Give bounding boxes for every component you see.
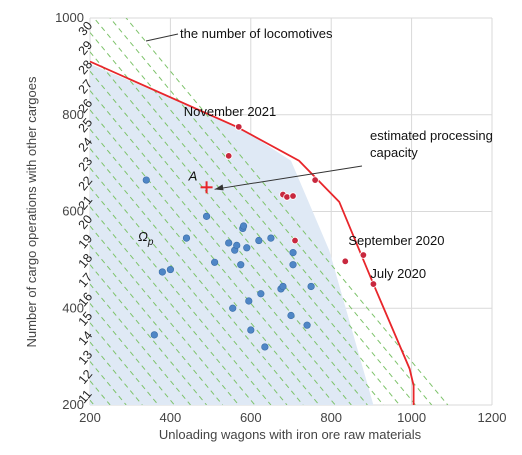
red-point xyxy=(289,192,297,200)
point-a-label: A xyxy=(188,168,198,183)
blue-point xyxy=(166,265,174,274)
locomotive-line-16 xyxy=(90,303,175,405)
blue-point xyxy=(287,311,295,320)
blue-point xyxy=(237,261,245,269)
blue-point xyxy=(243,244,251,252)
blue-point xyxy=(279,282,287,291)
locomotive-label: the number of locomotives xyxy=(180,26,333,41)
blue-point xyxy=(247,326,255,334)
locomotive-line-28 xyxy=(90,70,368,405)
blue-point xyxy=(257,290,265,298)
red-point xyxy=(359,251,368,259)
locomotive-line-31 xyxy=(93,18,417,405)
y-tick-label: 600 xyxy=(62,204,84,219)
blue-point xyxy=(202,212,211,220)
blue-point xyxy=(225,239,233,247)
annotation-july-2020: July 2020 xyxy=(370,266,426,281)
locomotive-line-19 xyxy=(90,245,224,405)
red-point xyxy=(235,123,243,131)
x-tick-label: 1200 xyxy=(478,410,507,425)
x-axis-label: Unloading wagons with iron ore raw mater… xyxy=(159,427,422,442)
locomotive-line-23 xyxy=(90,167,288,405)
locomotive-line-33 xyxy=(125,18,449,405)
blue-point xyxy=(261,343,269,351)
capacity-arrow-line xyxy=(214,165,363,190)
blue-point xyxy=(229,304,237,312)
blue-point xyxy=(233,241,241,249)
y-tick-label: 200 xyxy=(62,397,84,412)
blue-point xyxy=(289,261,297,269)
annotation-september-2020: September 2020 xyxy=(348,233,444,248)
locomotive-line-21 xyxy=(90,206,256,405)
blue-point xyxy=(158,268,166,276)
locomotive-lines xyxy=(90,18,449,405)
blue-point xyxy=(303,321,311,329)
blue-point xyxy=(239,222,248,230)
capacity-polyline xyxy=(90,60,415,405)
locomotive-leader xyxy=(145,33,179,42)
blue-point xyxy=(142,176,150,184)
y-axis-label: Number of cargo operations with other ca… xyxy=(24,76,39,347)
blue-point xyxy=(211,258,219,266)
red-point xyxy=(341,257,349,266)
region-label: Ωp xyxy=(138,229,154,248)
blue-point xyxy=(307,282,315,291)
data-points xyxy=(142,123,378,351)
locomotive-line-14 xyxy=(90,341,143,405)
red-point xyxy=(291,236,299,245)
locomotive-line-22 xyxy=(90,186,272,405)
red-point xyxy=(224,152,233,160)
capacity-arrow-head xyxy=(214,184,224,191)
capacity-line xyxy=(90,60,415,405)
locomotive-line-18 xyxy=(90,264,207,405)
x-tick-label: 1000 xyxy=(397,410,426,425)
blue-point xyxy=(182,234,191,242)
locomotive-line-11 xyxy=(90,399,95,405)
axes: 200 400 600 800 1000 1200 200 400 600 800 1000 Unlo… xyxy=(24,10,506,442)
x-tick-label: 400 xyxy=(160,410,182,425)
blue-point xyxy=(267,234,275,242)
blue-point xyxy=(150,331,158,339)
x-tick-label: 600 xyxy=(240,410,262,425)
locomotive-line-24 xyxy=(90,148,304,405)
y-tick-label: 1000 xyxy=(55,10,84,25)
y-tick-label: 800 xyxy=(62,107,84,122)
capacity-label-line1: estimated processing xyxy=(370,128,493,143)
x-tick-label: 800 xyxy=(320,410,342,425)
x-tick-label: 200 xyxy=(79,410,101,425)
y-tick-label: 400 xyxy=(62,300,84,315)
red-point xyxy=(311,176,319,184)
locomotive-line-32 xyxy=(109,18,433,405)
blue-point xyxy=(245,297,253,305)
red-point xyxy=(369,280,378,288)
red-point xyxy=(283,193,291,201)
blue-point xyxy=(255,236,263,245)
locomotive-line-29 xyxy=(90,51,384,405)
feasible-region xyxy=(90,63,374,405)
blue-point xyxy=(289,249,297,257)
locomotive-line-25 xyxy=(90,128,320,405)
region-omega-p xyxy=(90,63,374,405)
locomotive-line-13 xyxy=(90,361,127,405)
capacity-label-line2: capacity xyxy=(370,145,418,160)
locomotive-line-26 xyxy=(90,109,336,405)
annotation-november-2021: November 2021 xyxy=(184,104,276,119)
locomotive-line-20 xyxy=(90,225,240,405)
